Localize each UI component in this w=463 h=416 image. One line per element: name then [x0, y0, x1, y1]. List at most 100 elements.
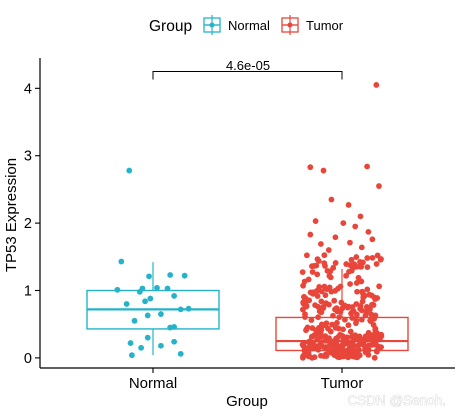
- data-point: [359, 288, 366, 295]
- data-point: [340, 353, 347, 360]
- data-point: [321, 252, 328, 259]
- data-point: [347, 328, 354, 335]
- data-point: [318, 352, 324, 359]
- data-point: [352, 223, 359, 230]
- data-point: [318, 298, 325, 305]
- data-point: [315, 258, 322, 264]
- data-point: [127, 340, 134, 346]
- data-point: [343, 261, 350, 267]
- x-tick-label: Normal: [129, 375, 177, 392]
- data-point: [364, 163, 370, 170]
- data-point: [331, 297, 338, 304]
- data-point: [305, 339, 312, 346]
- data-point: [311, 263, 317, 269]
- data-point: [321, 344, 328, 351]
- data-point: [333, 352, 340, 359]
- data-point: [302, 314, 308, 320]
- data-point: [142, 298, 148, 305]
- data-point: [324, 267, 331, 274]
- y-tick-label: 3: [24, 149, 32, 165]
- data-point: [358, 278, 365, 285]
- data-point: [345, 322, 352, 329]
- data-point: [351, 336, 358, 343]
- plot-area: [86, 82, 409, 361]
- data-point: [343, 337, 350, 343]
- data-point: [332, 306, 338, 313]
- data-point: [114, 286, 121, 293]
- data-point: [314, 343, 320, 350]
- data-point: [373, 82, 380, 88]
- data-point: [330, 312, 336, 319]
- y-tick-label: 1: [24, 284, 32, 300]
- data-point: [123, 301, 130, 307]
- data-point: [367, 317, 374, 324]
- data-point: [177, 350, 184, 357]
- data-point: [303, 349, 310, 356]
- data-point: [310, 289, 316, 296]
- data-point: [350, 308, 357, 315]
- data-point: [158, 342, 164, 349]
- data-point: [362, 345, 368, 352]
- data-point: [177, 306, 184, 313]
- data-point: [353, 254, 360, 260]
- data-point: [360, 294, 367, 301]
- data-point: [299, 269, 306, 276]
- data-point: [358, 263, 365, 270]
- data-point: [144, 312, 151, 319]
- data-point: [337, 331, 344, 338]
- data-point: [353, 280, 360, 286]
- data-point: [358, 244, 365, 251]
- data-point: [128, 352, 135, 359]
- data-point: [171, 338, 178, 345]
- data-point: [368, 292, 375, 299]
- data-point: [303, 252, 310, 259]
- data-point: [358, 316, 365, 323]
- y-axis-title: TP53 Expression: [3, 158, 20, 272]
- data-point: [301, 293, 307, 300]
- data-point: [375, 345, 382, 351]
- data-point: [378, 333, 385, 339]
- data-point: [147, 295, 154, 302]
- data-point: [309, 269, 316, 275]
- data-point: [357, 213, 364, 220]
- data-point: [126, 167, 133, 174]
- data-point: [318, 326, 325, 333]
- data-point: [370, 301, 376, 308]
- data-point: [376, 283, 383, 290]
- data-point: [311, 332, 318, 338]
- data-point: [329, 321, 335, 328]
- data-point: [330, 264, 337, 271]
- legend-key-point: [209, 22, 215, 28]
- data-point: [315, 304, 322, 310]
- axes: 0 1 2 3 4 Normal Tumor: [24, 58, 455, 392]
- data-point: [325, 247, 332, 253]
- data-point: [311, 354, 318, 361]
- data-point: [326, 273, 333, 279]
- data-point: [357, 259, 363, 265]
- data-point: [312, 218, 319, 224]
- data-point: [353, 320, 359, 327]
- data-point: [315, 314, 322, 321]
- data-point: [365, 228, 372, 235]
- data-point: [332, 325, 339, 331]
- legend-item-tumor: Tumor: [281, 15, 344, 35]
- data-point: [364, 264, 371, 270]
- data-point: [308, 317, 315, 323]
- data-point: [328, 196, 335, 203]
- data-point: [335, 285, 341, 292]
- data-point: [299, 306, 306, 313]
- data-point: [365, 329, 372, 336]
- data-point: [374, 295, 381, 301]
- data-point: [347, 239, 353, 246]
- data-point: [320, 167, 327, 174]
- data-point: [314, 271, 321, 278]
- data-point: [321, 283, 328, 290]
- legend-label: Tumor: [306, 18, 344, 33]
- data-point: [144, 334, 151, 341]
- data-point: [354, 288, 361, 295]
- data-point: [167, 324, 174, 331]
- x-axis-title: Group: [226, 393, 268, 410]
- data-point: [131, 317, 138, 324]
- data-point: [339, 348, 346, 355]
- data-point: [343, 272, 349, 279]
